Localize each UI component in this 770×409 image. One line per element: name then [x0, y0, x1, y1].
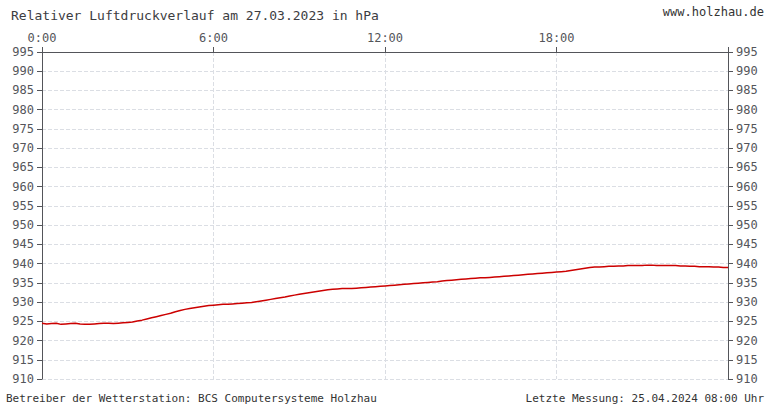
- svg-text:985: 985: [12, 83, 34, 97]
- svg-text:915: 915: [12, 353, 34, 367]
- svg-text:Relativer Luftdruckverlauf am: Relativer Luftdruckverlauf am 27.03.2023…: [11, 8, 379, 23]
- svg-text:990: 990: [736, 64, 758, 78]
- svg-text:980: 980: [12, 103, 34, 117]
- svg-text:950: 950: [12, 218, 34, 232]
- svg-text:965: 965: [736, 160, 758, 174]
- svg-text:975: 975: [736, 122, 758, 136]
- svg-text:Betreiber der Wetterstation: B: Betreiber der Wetterstation: BCS Compute…: [6, 392, 377, 405]
- svg-text:www.holzhau.de: www.holzhau.de: [663, 5, 764, 19]
- svg-text:945: 945: [12, 237, 34, 251]
- svg-text:920: 920: [736, 334, 758, 348]
- svg-text:940: 940: [12, 257, 34, 271]
- svg-text:935: 935: [12, 276, 34, 290]
- svg-text:970: 970: [12, 141, 34, 155]
- svg-text:955: 955: [12, 199, 34, 213]
- svg-text:6:00: 6:00: [199, 31, 228, 45]
- svg-text:995: 995: [12, 45, 34, 59]
- svg-text:990: 990: [12, 64, 34, 78]
- svg-text:935: 935: [736, 276, 758, 290]
- svg-text:955: 955: [736, 199, 758, 213]
- svg-text:960: 960: [12, 180, 34, 194]
- svg-text:18:00: 18:00: [538, 31, 574, 45]
- svg-text:985: 985: [736, 83, 758, 97]
- svg-text:915: 915: [736, 353, 758, 367]
- svg-text:920: 920: [12, 334, 34, 348]
- svg-text:910: 910: [12, 372, 34, 386]
- svg-text:910: 910: [736, 372, 758, 386]
- svg-text:12:00: 12:00: [367, 31, 403, 45]
- svg-text:Letzte Messung: 25.04.2024 08:: Letzte Messung: 25.04.2024 08:00 Uhr: [526, 392, 765, 405]
- svg-text:930: 930: [736, 295, 758, 309]
- svg-text:950: 950: [736, 218, 758, 232]
- svg-text:975: 975: [12, 122, 34, 136]
- svg-text:980: 980: [736, 103, 758, 117]
- svg-text:925: 925: [12, 314, 34, 328]
- svg-text:970: 970: [736, 141, 758, 155]
- svg-text:925: 925: [736, 314, 758, 328]
- svg-text:940: 940: [736, 257, 758, 271]
- svg-text:930: 930: [12, 295, 34, 309]
- svg-text:965: 965: [12, 160, 34, 174]
- svg-text:995: 995: [736, 45, 758, 59]
- svg-text:0:00: 0:00: [28, 31, 57, 45]
- svg-text:960: 960: [736, 180, 758, 194]
- svg-text:945: 945: [736, 237, 758, 251]
